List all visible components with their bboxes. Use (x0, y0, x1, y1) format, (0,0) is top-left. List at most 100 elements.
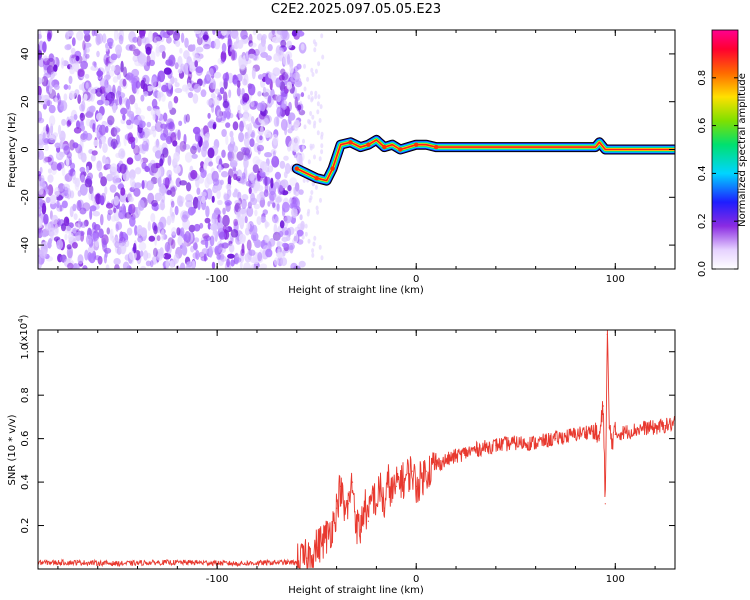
noise-blob (319, 104, 323, 110)
colorbar-tick-label: 0.6 (697, 118, 708, 134)
noise-blob (100, 176, 107, 187)
noise-blob (257, 251, 263, 262)
noise-blob (307, 238, 311, 244)
colorbar-tick-label: 0.0 (697, 261, 708, 277)
noise-blob (227, 143, 235, 153)
noise-blob (286, 81, 293, 90)
noise-blob (92, 210, 101, 217)
noise-blob (107, 41, 113, 47)
noise-blob (210, 93, 216, 99)
noise-blob (143, 91, 149, 97)
noise-blob (289, 66, 294, 74)
noise-blob (272, 231, 281, 241)
noise-blob (38, 149, 44, 161)
noise-blob (104, 163, 112, 170)
noise-blob (272, 202, 276, 209)
noise-blob (94, 30, 98, 37)
noise-blob (185, 194, 194, 203)
noise-blob (291, 30, 298, 37)
noise-blob (153, 36, 162, 46)
noise-blob (272, 150, 276, 162)
noise-blob (207, 147, 215, 159)
noise-blob (220, 30, 227, 36)
noise-blob (61, 118, 67, 126)
snr-point (535, 442, 537, 444)
noise-blob (129, 177, 135, 188)
snr-point (624, 431, 626, 433)
noise-blob (311, 72, 315, 77)
noise-blob (229, 160, 238, 168)
noise-blob (94, 128, 98, 134)
snr-series (38, 330, 675, 569)
noise-blob (77, 190, 82, 197)
noise-blob (274, 195, 283, 204)
noise-blob (38, 33, 43, 40)
noise-blob (205, 205, 210, 218)
snr-point (359, 529, 362, 531)
noise-blob (91, 222, 97, 230)
noise-blob (177, 235, 183, 246)
snr-frame (37, 329, 676, 570)
colorbar: 0.0 0.2 0.4 0.6 0.8 Normalized spectral ampl… (697, 29, 748, 277)
noise-blob (104, 64, 111, 73)
noise-blob (227, 72, 234, 84)
noise-blob (93, 139, 99, 147)
noise-blob (98, 124, 107, 136)
noise-blob (72, 263, 80, 269)
spectrogram-x-axis-label: Height of straight line (km) (288, 285, 424, 296)
noise-blob (80, 174, 86, 184)
noise-blob (133, 144, 140, 156)
noise-blob (109, 184, 117, 193)
noise-blob (216, 220, 224, 232)
noise-blob (168, 100, 173, 111)
noise-blob (245, 180, 252, 187)
noise-blob (297, 104, 302, 111)
noise-blob (113, 258, 121, 265)
noise-blob (85, 82, 89, 89)
noise-blob (160, 123, 167, 129)
snr-point (411, 470, 413, 472)
noise-blob (118, 30, 125, 42)
noise-blob (152, 129, 157, 138)
noise-blob (158, 44, 166, 53)
noise-blob (63, 93, 68, 101)
noise-blob (63, 216, 70, 227)
noise-blob (320, 143, 324, 149)
noise-blob (184, 37, 189, 48)
noise-blob (243, 110, 249, 120)
noise-blob (87, 86, 96, 96)
snr-point (391, 492, 393, 494)
noise-blob (219, 87, 225, 95)
noise-blob (222, 72, 230, 83)
noise-blob (250, 100, 255, 107)
noise-blob (175, 177, 182, 188)
noise-blob (86, 106, 94, 118)
noise-blob (259, 263, 268, 269)
noise-blob (63, 84, 69, 90)
noise-blob (43, 213, 49, 225)
noise-blob (240, 248, 245, 257)
noise-blob (177, 129, 181, 141)
noise-blob (302, 178, 306, 183)
noise-blob (289, 58, 294, 69)
noise-blob (162, 147, 169, 158)
noise-blob (183, 50, 190, 60)
noise-blob (313, 47, 317, 53)
snr-trace (38, 330, 675, 569)
x-tick-label: -100 (206, 274, 229, 285)
noise-blob (225, 183, 232, 190)
noise-blob (213, 209, 222, 215)
noise-blob (239, 120, 244, 133)
noise-blob (232, 191, 238, 198)
noise-blob (140, 79, 146, 90)
noise-blob (264, 175, 268, 187)
noise-blob (280, 88, 288, 97)
x-tick-label: 0 (413, 574, 419, 585)
noise-blob (186, 261, 193, 268)
noise-blob (179, 180, 188, 186)
noise-region (38, 30, 325, 269)
noise-blob (220, 58, 225, 64)
noise-blob (241, 172, 246, 180)
noise-blob (251, 67, 256, 80)
noise-blob (223, 192, 228, 202)
